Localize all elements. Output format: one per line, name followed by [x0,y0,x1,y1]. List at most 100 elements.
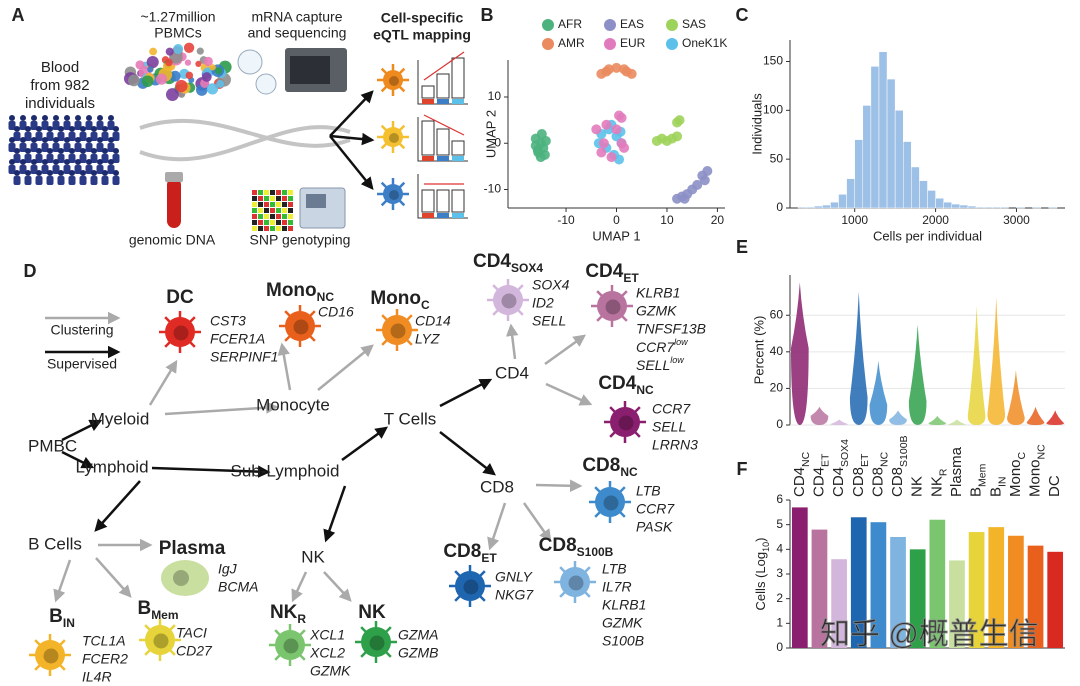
person-head [80,170,86,176]
lineage-arrow [164,401,279,416]
snp-spot [288,220,293,225]
person-head [42,159,48,165]
hist-bar [983,206,993,209]
hist-bar [975,206,985,209]
cell-icon [382,315,412,345]
hist-bar [805,206,815,209]
category-label-sub: Mem [976,463,988,487]
y-tick-label: 40 [770,344,784,358]
person-head [42,115,48,121]
cell-type-title: Plasma [159,538,226,559]
umap-point [702,166,713,176]
y-axis-label: Percent (%) [751,316,766,385]
person-head [36,126,42,132]
pbmc-cell [149,47,158,56]
genotype-mark [422,156,434,161]
marker-gene: S100B [602,633,644,649]
person-head [53,137,59,143]
marker-gene: CST3 [210,313,246,329]
x-tick-label: -10 [557,213,575,227]
person-body [68,132,76,141]
umap-point [539,149,550,160]
cell-icon [610,407,640,437]
person-head [36,170,42,176]
snp-spot [264,220,269,225]
pbmc-cell [165,47,174,56]
category-label: NK [909,476,926,497]
person-body [63,165,71,174]
person-body [8,165,16,174]
person-head [47,148,53,154]
hist-bar [886,78,896,209]
snp-spot [258,226,263,231]
person-body [90,154,98,163]
snp-spot [258,220,263,225]
cell-type-title: BIN [49,606,75,630]
cell-type-title: CD4ET [585,261,639,285]
person-body [107,143,115,152]
person-head [31,137,37,143]
snp-spot [252,208,257,213]
eqtl-trend [423,51,465,81]
person-body [68,154,76,163]
cell-icon [145,625,175,655]
umap-point [596,147,607,158]
pbmc-cell [216,80,225,88]
person-head [113,148,119,154]
cell-type-title-sub: NC [317,290,335,304]
person-head [102,170,108,176]
person-body [35,132,43,141]
eqtl-cell-nucleus [389,76,399,86]
person-body [19,121,27,130]
snp-spot [258,202,263,207]
hist-bar [1016,206,1025,209]
marker-gene: SELL [652,419,686,435]
y-axis-label: UMAP 2 [483,110,498,158]
category-label: MonoNC [1027,444,1048,497]
person-head [75,115,81,121]
eqtl-cell-nucleus [389,190,399,200]
umap-point [621,66,632,77]
panel-a-text: ~1.27million [140,9,215,25]
sequencer-front [290,56,330,84]
person-body [24,176,32,185]
marker-gene: FCER2 [82,651,128,667]
person-body [24,132,32,141]
blood-tube-cap [165,172,183,182]
snp-spot [282,208,287,213]
person-head [113,126,119,132]
category-label: BMem [968,463,989,497]
eqtl-box [451,57,465,99]
category-label-base: CD4 [810,467,827,497]
hist-bar [830,201,839,209]
panel-a-text: from 982 [30,77,89,94]
eqtl-cell [383,70,403,90]
cell-type-title-base: CD8 [443,541,481,562]
y-tick-label: 150 [763,54,783,68]
hist-bar [838,194,847,209]
umap-point [606,152,617,163]
lineage-node: Monocyte [256,395,330,414]
legend-label: Clustering [50,322,113,338]
y-tick-label: 50 [770,151,784,165]
umap-point [679,193,690,204]
person-body [63,143,71,152]
flow-curve [139,118,351,148]
lineage-arrow [487,502,507,551]
category-label-sub: NC [1035,444,1047,460]
umap-point [591,124,602,135]
panel-a-text: and sequencing [248,25,347,41]
hist-bar [1048,206,1058,209]
cell-icon-nucleus [283,638,299,654]
cell-type-title: CD4SOX4 [473,251,543,275]
violin [987,296,1006,425]
marker-gene: SELLlow [636,355,684,372]
eqtl-cell [383,184,403,204]
x-tick-label: 0 [613,213,620,227]
panel-a-text: Cell-specific [381,10,464,26]
snp-spot [264,190,269,195]
category-label-base: Plasma [948,446,965,497]
marker-gene-name: SELL [636,357,670,373]
hist-bar [862,105,872,209]
category-label: NKR [928,468,949,497]
